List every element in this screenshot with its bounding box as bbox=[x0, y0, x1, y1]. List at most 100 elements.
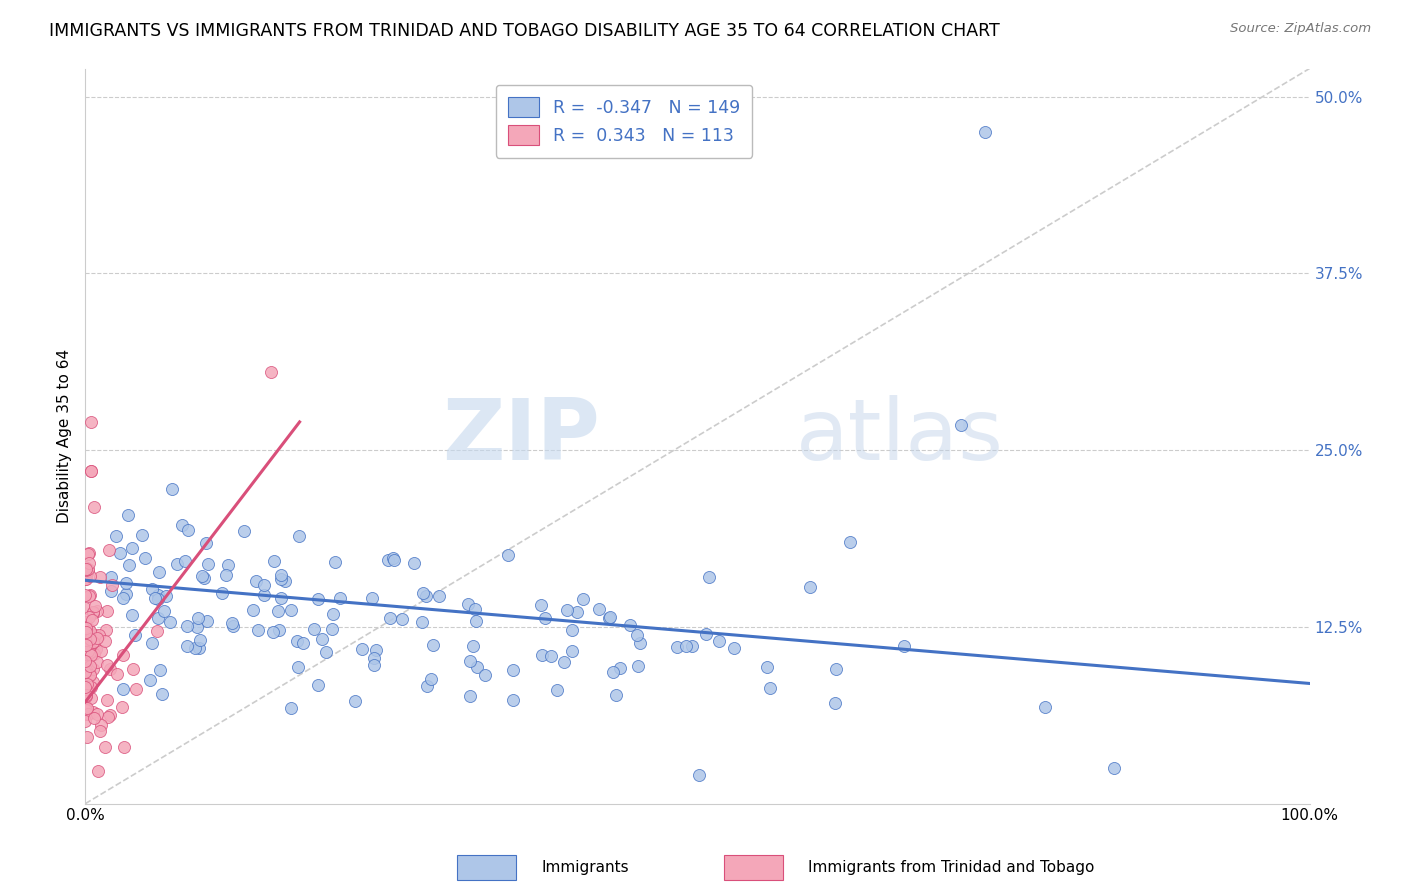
Point bbox=[561, 643, 583, 657]
Point bbox=[458, 689, 481, 703]
Point bbox=[80, 464, 103, 478]
Point bbox=[75, 621, 97, 635]
Point bbox=[75, 688, 97, 702]
Point bbox=[75, 665, 97, 679]
Point bbox=[84, 628, 107, 642]
Point bbox=[97, 710, 120, 724]
Point bbox=[82, 662, 104, 676]
Point bbox=[412, 586, 434, 600]
Point bbox=[415, 589, 437, 603]
Point bbox=[363, 658, 385, 673]
Point bbox=[75, 616, 97, 631]
Point bbox=[75, 588, 97, 602]
Point bbox=[193, 571, 215, 585]
Point bbox=[553, 656, 575, 670]
Point bbox=[329, 591, 352, 605]
Point bbox=[242, 602, 264, 616]
Point bbox=[75, 654, 97, 668]
Point bbox=[285, 634, 308, 648]
Point bbox=[96, 692, 118, 706]
Point bbox=[364, 642, 387, 657]
Point bbox=[75, 664, 97, 678]
Point bbox=[530, 599, 553, 613]
Point bbox=[82, 605, 104, 619]
Point bbox=[83, 647, 105, 661]
Point bbox=[89, 570, 111, 584]
Point bbox=[108, 546, 131, 560]
Point bbox=[79, 589, 101, 603]
Point bbox=[402, 556, 425, 570]
Point bbox=[605, 688, 627, 702]
Point bbox=[474, 668, 496, 682]
Point bbox=[588, 601, 610, 615]
Point bbox=[280, 701, 302, 715]
Point bbox=[83, 500, 105, 514]
Point bbox=[307, 592, 329, 607]
Point bbox=[75, 681, 97, 696]
Point bbox=[80, 680, 103, 694]
Legend: R =  -0.347   N = 149, R =  0.343   N = 113: R = -0.347 N = 149, R = 0.343 N = 113 bbox=[496, 85, 752, 158]
Point bbox=[146, 592, 169, 607]
Point bbox=[141, 636, 163, 650]
Point bbox=[270, 591, 292, 605]
Point bbox=[75, 703, 97, 717]
Point bbox=[755, 659, 778, 673]
Point bbox=[217, 558, 239, 572]
Point bbox=[75, 620, 97, 634]
Point bbox=[546, 683, 568, 698]
Point bbox=[141, 582, 163, 597]
Point bbox=[245, 574, 267, 589]
Point bbox=[233, 524, 256, 538]
Point bbox=[893, 640, 915, 654]
Point bbox=[609, 661, 631, 675]
Point bbox=[974, 125, 997, 139]
Text: Immigrants from Trinidad and Tobago: Immigrants from Trinidad and Tobago bbox=[808, 860, 1095, 874]
Point bbox=[723, 641, 745, 656]
Point bbox=[131, 528, 153, 542]
Point bbox=[274, 574, 297, 589]
Point bbox=[75, 615, 97, 629]
Point bbox=[100, 578, 122, 592]
Point bbox=[221, 616, 243, 631]
Text: Source: ZipAtlas.com: Source: ZipAtlas.com bbox=[1230, 22, 1371, 36]
Point bbox=[75, 648, 97, 662]
Point bbox=[79, 645, 101, 659]
Point bbox=[187, 610, 209, 624]
Point bbox=[380, 611, 402, 625]
Point bbox=[79, 632, 101, 647]
Point bbox=[84, 641, 107, 656]
Point bbox=[77, 564, 100, 578]
Point bbox=[420, 672, 443, 686]
Point bbox=[87, 764, 110, 779]
Point bbox=[321, 622, 343, 636]
Text: atlas: atlas bbox=[796, 394, 1004, 477]
Point bbox=[79, 658, 101, 673]
Point bbox=[363, 651, 385, 665]
Point bbox=[75, 626, 97, 640]
Point bbox=[697, 570, 720, 584]
Point bbox=[411, 615, 433, 630]
Point bbox=[77, 668, 100, 682]
Point bbox=[76, 562, 98, 576]
Point bbox=[86, 631, 108, 645]
Point bbox=[105, 666, 128, 681]
Point bbox=[197, 558, 219, 572]
Point bbox=[949, 417, 972, 432]
Point bbox=[153, 604, 176, 618]
Point bbox=[75, 625, 97, 640]
Point bbox=[253, 578, 276, 592]
Point bbox=[149, 663, 172, 677]
Point bbox=[619, 618, 641, 632]
Point bbox=[416, 679, 439, 693]
Point bbox=[86, 656, 108, 670]
Point bbox=[138, 673, 160, 688]
Point bbox=[602, 665, 624, 679]
Point bbox=[270, 572, 292, 586]
Point bbox=[82, 606, 104, 620]
Point bbox=[89, 724, 111, 739]
Point bbox=[111, 591, 134, 605]
Point bbox=[82, 634, 104, 648]
Y-axis label: Disability Age 35 to 64: Disability Age 35 to 64 bbox=[58, 349, 72, 523]
Point bbox=[311, 632, 333, 646]
Point bbox=[1033, 700, 1056, 714]
